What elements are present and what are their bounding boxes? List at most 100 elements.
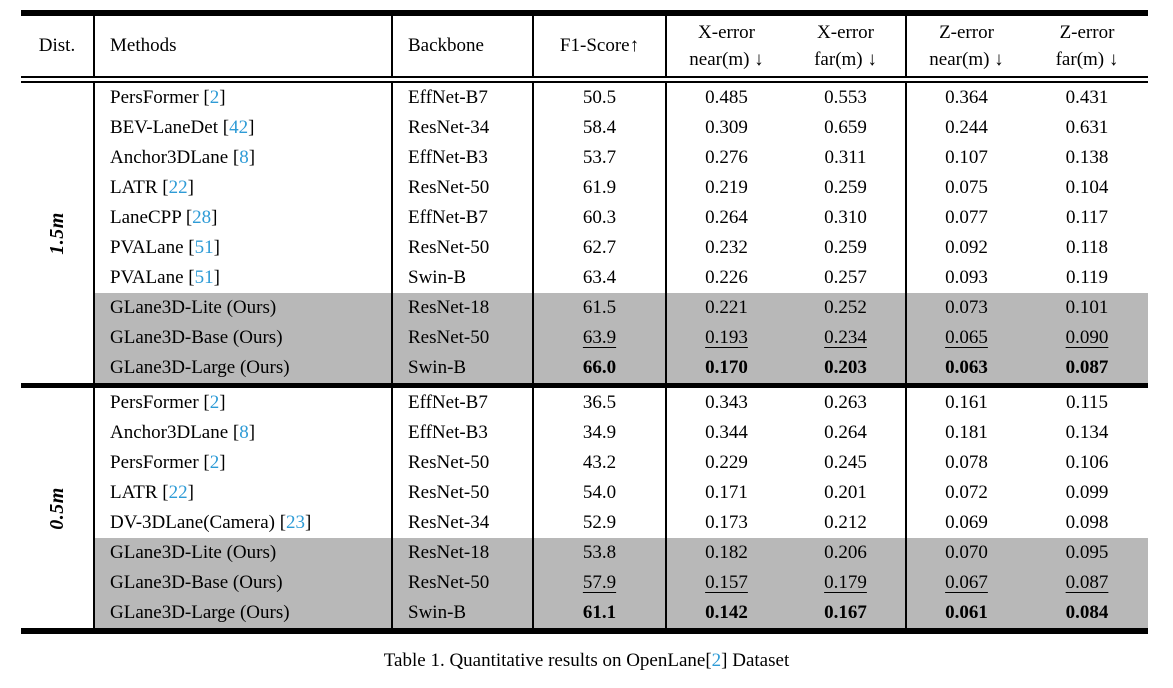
backbone-cell: EffNet-B7 [392, 79, 534, 113]
f1-score-cell: 57.9 [533, 568, 667, 598]
x-error-far-cell: 0.259 [786, 233, 907, 263]
x-error-near-cell: 0.232 [705, 237, 748, 258]
backbone-cell: ResNet-34 [392, 113, 534, 143]
z-error-far-cell: 0.138 [1065, 147, 1109, 168]
col-header-line: near(m) ↓ [689, 49, 764, 70]
backbone-cell: Swin-B [392, 353, 534, 388]
citation-link[interactable]: 51 [194, 237, 214, 258]
method-cell: Anchor3DLane [8] [94, 418, 393, 448]
method-cell: PersFormer [2] [94, 79, 393, 113]
x-error-near-cell: 0.343 [705, 392, 748, 413]
backbone-cell: ResNet-50 [392, 478, 534, 508]
method-cell: PVALane [51] [94, 263, 393, 293]
backbone-cell: ResNet-50 [392, 323, 534, 353]
table-row: GLane3D-Large (Ours) Swin-B 61.1 0.142 0.167… [21, 598, 1148, 631]
backbone-cell: ResNet-50 [392, 568, 534, 598]
f1-score-cell: 34.9 [533, 418, 667, 448]
citation-link[interactable]: 2 [209, 87, 220, 108]
method-cell: PVALane [51] [94, 233, 393, 263]
z-error-far-cell: 0.098 [1065, 512, 1109, 533]
x-error-far-cell: 0.203 [786, 353, 907, 388]
f1-score-cell: 62.7 [533, 233, 667, 263]
backbone-cell: EffNet-B3 [392, 418, 534, 448]
method-cell: PersFormer [2] [94, 448, 393, 478]
citation-link[interactable]: 2 [209, 392, 220, 413]
z-error-far-cell: 0.099 [1065, 482, 1109, 503]
x-error-near-cell: 0.264 [705, 207, 748, 228]
col-header-line: far(m) ↓ [814, 49, 877, 70]
col-header-line: X-error [698, 22, 755, 43]
f1-score-cell: 61.1 [533, 598, 667, 631]
citation-link[interactable]: 51 [194, 267, 214, 288]
citation-link[interactable]: 23 [286, 512, 306, 533]
f1-score-cell: 60.3 [533, 203, 667, 233]
f1-score-cell: 43.2 [533, 448, 667, 478]
x-error-far-cell: 0.257 [786, 263, 907, 293]
col-header-line: near(m) ↓ [929, 49, 1004, 70]
method-cell: LATR [22] [94, 478, 393, 508]
z-error-near-cell: 0.063 [906, 353, 1026, 388]
z-error-far-cell: 0.431 [1065, 87, 1109, 108]
citation-link[interactable]: 28 [192, 207, 212, 228]
z-error-near-cell: 0.065 [906, 323, 1026, 353]
x-error-near-cell: 0.182 [666, 538, 786, 568]
x-error-far-cell: 0.206 [786, 538, 907, 568]
citation-link[interactable]: 8 [239, 147, 249, 168]
table-row: GLane3D-Lite (Ours) ResNet-18 61.5 0.221 0.2… [21, 293, 1148, 323]
backbone-cell: ResNet-50 [392, 448, 534, 478]
col-header-z-error-near: Z-error near(m) ↓ [906, 13, 1026, 83]
backbone-cell: ResNet-18 [392, 538, 534, 568]
method-cell: DV-3DLane(Camera) [23] [94, 508, 393, 538]
x-error-near-cell: 0.219 [705, 177, 748, 198]
z-error-near-cell: 0.073 [906, 293, 1026, 323]
z-error-near-cell: 0.072 [945, 482, 988, 503]
x-error-far-cell: 0.245 [786, 448, 907, 478]
col-header-line: Z-error [1059, 22, 1115, 43]
table-row: LATR [22] ResNet-50 61.9 0.219 0.259 0.075 0.1… [21, 173, 1148, 203]
citation-link[interactable]: 22 [168, 482, 188, 503]
caption-citation-link[interactable]: 2 [711, 650, 722, 671]
z-error-near-cell: 0.070 [906, 538, 1026, 568]
z-error-near-cell: 0.067 [906, 568, 1026, 598]
z-error-far-cell: 0.087 [1026, 568, 1148, 598]
header-row: Dist. Methods Backbone F1-Score↑ X-error… [21, 13, 1148, 83]
x-error-near-cell: 0.221 [666, 293, 786, 323]
table-row: GLane3D-Lite (Ours) ResNet-18 53.8 0.182 0.2… [21, 538, 1148, 568]
method-cell: GLane3D-Lite (Ours) [94, 538, 393, 568]
method-cell: GLane3D-Base (Ours) [94, 323, 393, 353]
citation-link[interactable]: 22 [168, 177, 188, 198]
x-error-far-cell: 0.659 [786, 113, 907, 143]
z-error-far-cell: 0.118 [1065, 237, 1109, 258]
citation-link[interactable]: 8 [239, 422, 249, 443]
backbone-cell: ResNet-50 [392, 173, 534, 203]
z-error-far-cell: 0.106 [1065, 452, 1109, 473]
f1-score-cell: 52.9 [533, 508, 667, 538]
z-error-near-cell: 0.244 [945, 117, 988, 138]
x-error-near-cell: 0.309 [705, 117, 748, 138]
x-error-far-cell: 0.263 [786, 385, 907, 418]
f1-score-cell: 61.9 [533, 173, 667, 203]
table-row: PVALane [51] ResNet-50 62.7 0.232 0.259 0.092… [21, 233, 1148, 263]
x-error-far-cell: 0.179 [786, 568, 907, 598]
x-error-near-cell: 0.229 [705, 452, 748, 473]
method-cell: LaneCPP [28] [94, 203, 393, 233]
x-error-far-cell: 0.259 [786, 173, 907, 203]
col-header-backbone: Backbone [392, 13, 534, 83]
x-error-near-cell: 0.276 [705, 147, 748, 168]
method-cell: GLane3D-Lite (Ours) [94, 293, 393, 323]
x-error-near-cell: 0.193 [666, 323, 786, 353]
z-error-far-cell: 0.104 [1065, 177, 1109, 198]
f1-score-cell: 58.4 [533, 113, 667, 143]
dist-group-label-text: 0.5m [45, 486, 68, 530]
results-table: Dist. Methods Backbone F1-Score↑ X-error… [21, 10, 1148, 634]
backbone-cell: EffNet-B3 [392, 143, 534, 173]
table-row: 1.5m PersFormer [2] EffNet-B7 50.5 0.485 0.55… [21, 79, 1148, 388]
caption-text: ] Dataset [721, 650, 790, 671]
col-header-dist: Dist. [21, 13, 95, 83]
citation-link[interactable]: 42 [229, 117, 249, 138]
x-error-far-cell: 0.252 [786, 293, 907, 323]
citation-link[interactable]: 2 [209, 452, 220, 473]
z-error-far-cell: 0.090 [1026, 323, 1148, 353]
table-row: GLane3D-Base (Ours) ResNet-50 57.9 0.157 0.1… [21, 568, 1148, 598]
